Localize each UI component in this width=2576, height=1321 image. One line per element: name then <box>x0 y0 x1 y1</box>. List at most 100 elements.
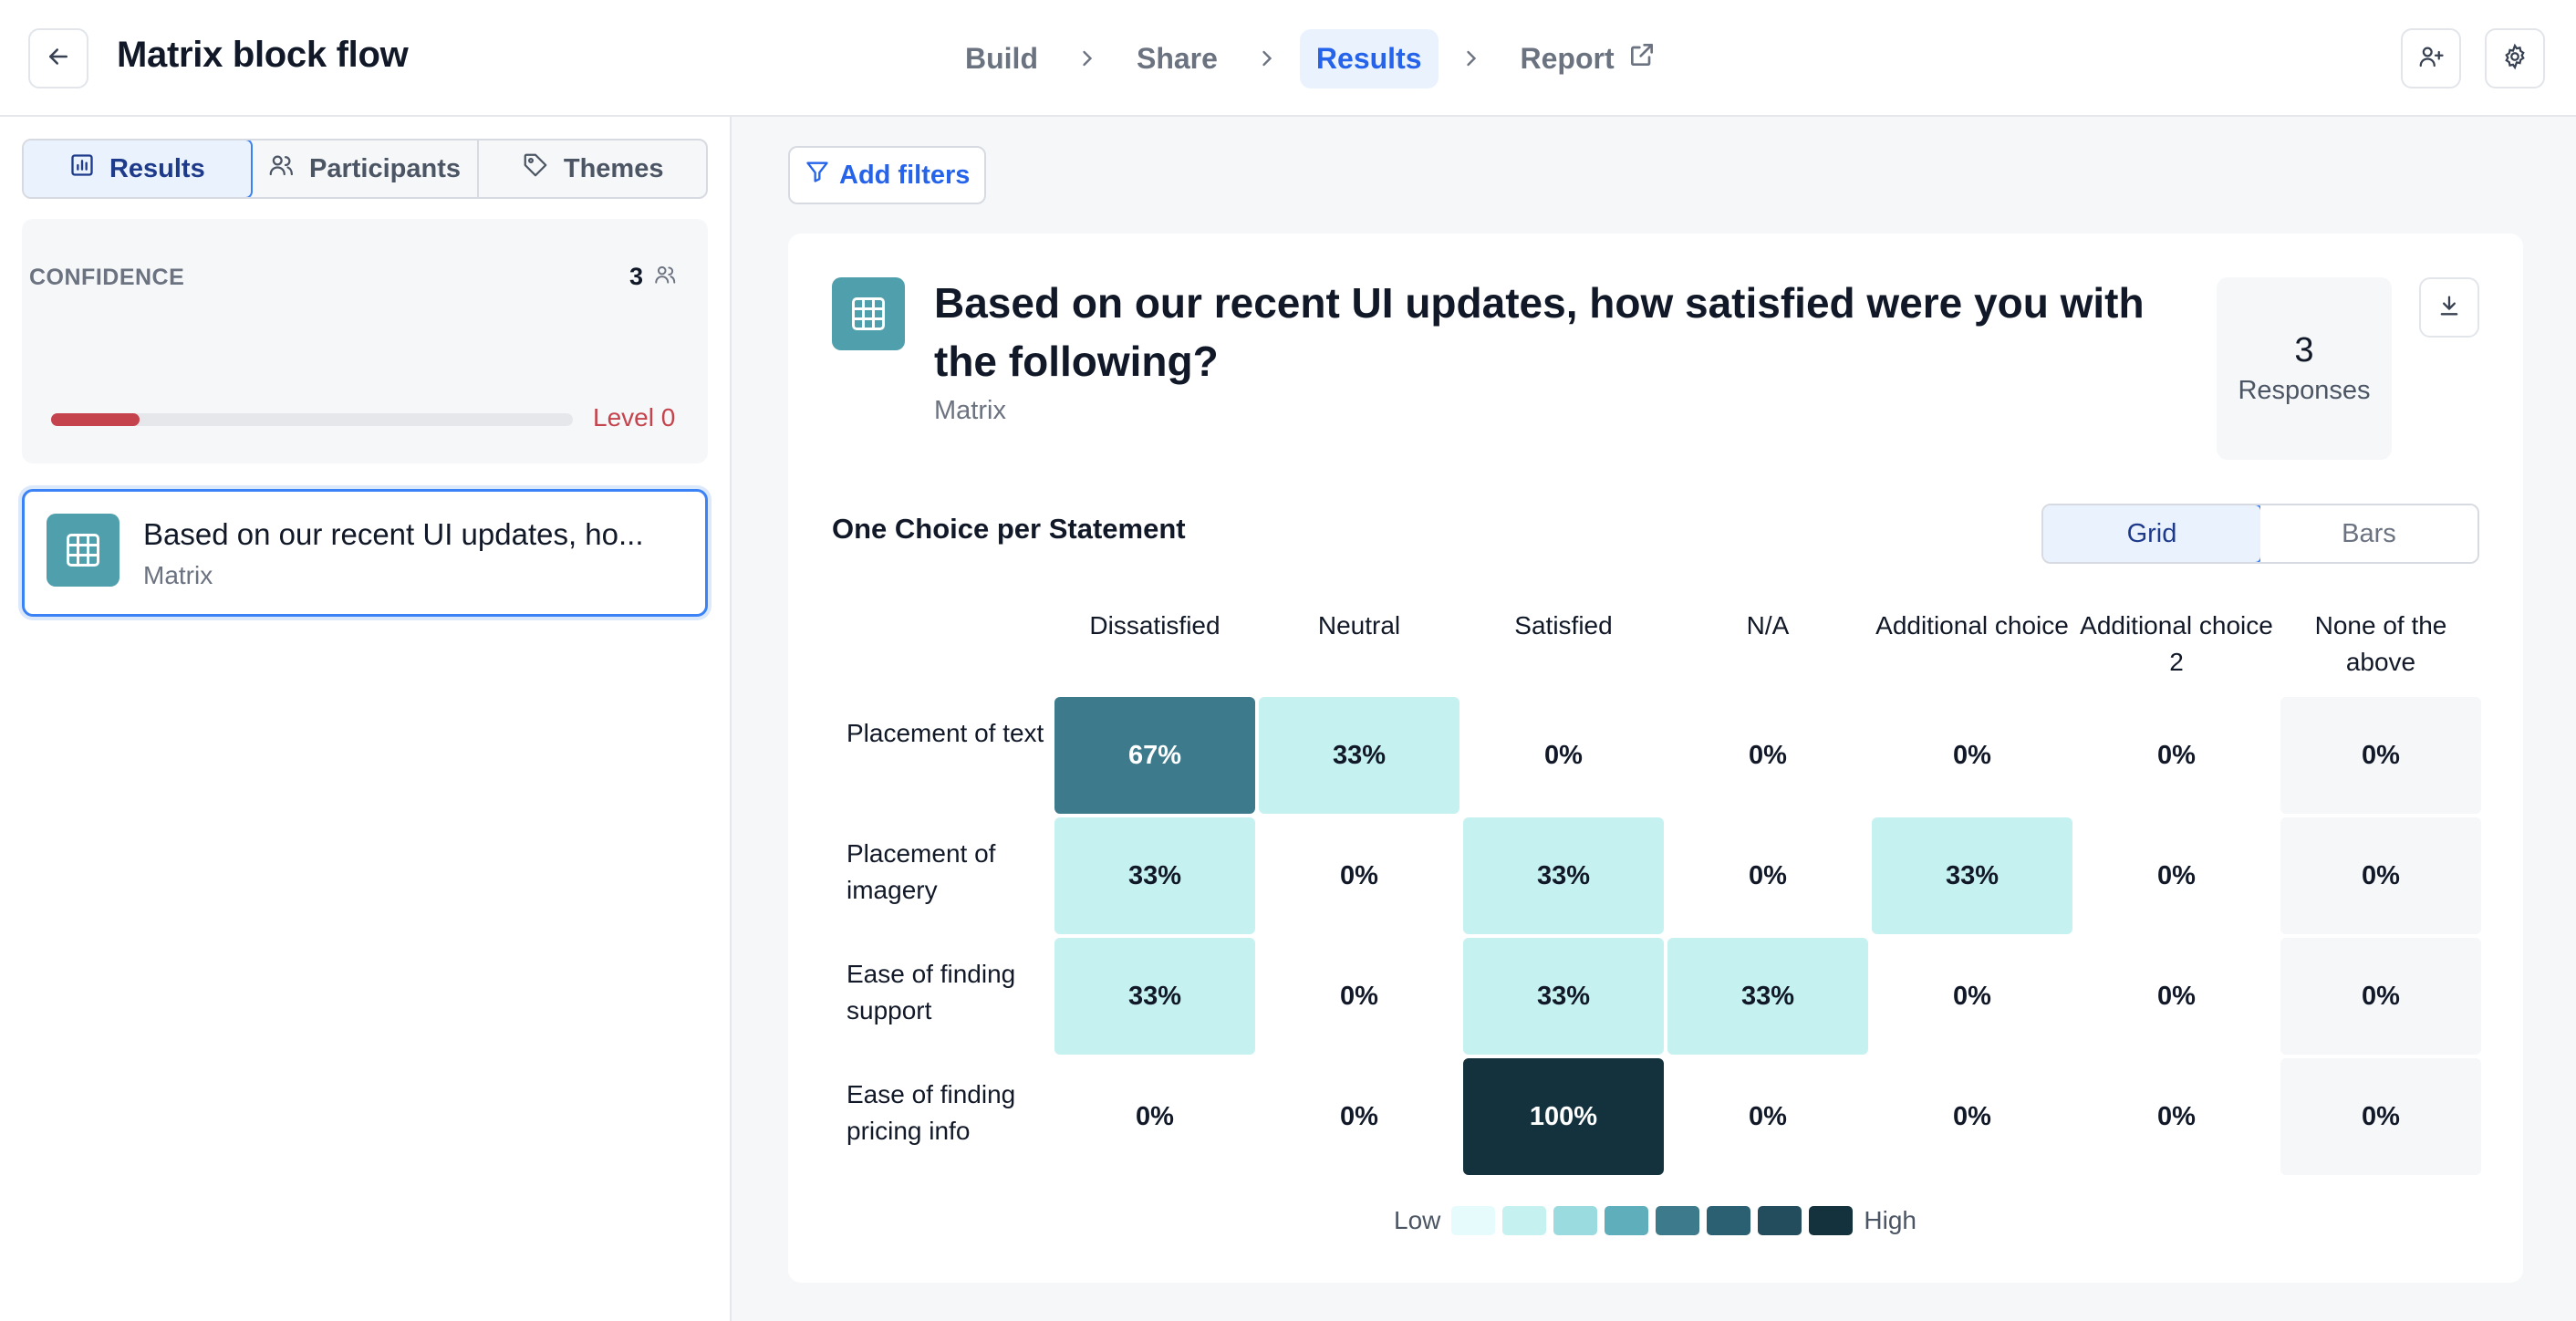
legend-swatch <box>1502 1206 1547 1235</box>
matrix-row-header: Placement of imagery <box>847 839 996 904</box>
question-list-item[interactable]: Based on our recent UI updates, ho... Ma… <box>22 489 708 617</box>
bar-chart-icon <box>69 152 95 185</box>
tab-results-label: Results <box>109 153 205 183</box>
matrix-cell: 0% <box>2280 938 2481 1055</box>
chevron-right-icon <box>1455 42 1488 75</box>
matrix-cell: 0% <box>1953 740 1991 770</box>
legend-low-label: Low <box>1394 1206 1441 1234</box>
matrix-cell: 0% <box>1749 860 1787 890</box>
grid-icon <box>832 277 905 350</box>
flow-stepper: Build Share Results Report <box>949 27 1673 89</box>
tag-icon <box>522 151 549 186</box>
matrix-cell: 0% <box>2280 1058 2481 1175</box>
legend-high-label: High <box>1864 1206 1916 1234</box>
matrix-cell: 0% <box>2157 1101 2196 1131</box>
user-plus-icon <box>2417 43 2445 75</box>
matrix-subtitle: One Choice per Statement <box>832 513 1186 545</box>
page-title: Matrix block flow <box>117 35 409 75</box>
confidence-count: 3 <box>629 263 644 290</box>
matrix-cell: 0% <box>1340 981 1378 1011</box>
people-icon <box>267 151 295 186</box>
tab-themes-label: Themes <box>563 153 664 183</box>
matrix-row-header: Ease of finding support <box>847 960 1016 1025</box>
top-bar: Matrix block flow Build Share Results Re… <box>0 0 2576 117</box>
matrix-cell: 0% <box>2157 981 2196 1011</box>
step-build[interactable]: Build <box>949 29 1054 88</box>
matrix-row-header: Placement of text <box>847 719 1044 747</box>
legend-swatch <box>1553 1206 1598 1235</box>
sidebar: Results Participants Themes CONFIDENCE 3… <box>0 117 732 1321</box>
legend-swatch <box>1707 1206 1751 1235</box>
view-bars-button[interactable]: Bars <box>2260 505 2477 562</box>
matrix-column-header: N/A <box>1746 611 1790 640</box>
results-panel: Based on our recent UI updates, how sati… <box>788 234 2523 1283</box>
step-build-label: Build <box>965 41 1038 75</box>
matrix-cell: 33% <box>1463 817 1664 934</box>
question-title: Based on our recent UI updates, how sati… <box>934 279 2145 385</box>
add-filters-label: Add filters <box>839 160 971 190</box>
step-report-label: Report <box>1520 41 1615 75</box>
view-grid-button[interactable]: Grid <box>2043 505 2262 562</box>
invite-user-button[interactable] <box>2401 28 2461 88</box>
matrix-cell: 33% <box>1259 697 1459 814</box>
heatmap-legend: Low High <box>1394 1204 1916 1237</box>
matrix-column-header: None of the above <box>2314 611 2447 676</box>
matrix-cell: 0% <box>1340 1101 1378 1131</box>
tab-participants-label: Participants <box>309 153 461 183</box>
matrix-cell: 0% <box>1544 740 1583 770</box>
matrix-column-header: Dissatisfied <box>1089 611 1220 640</box>
matrix-cell: 0% <box>1136 1101 1174 1131</box>
external-link-icon <box>1627 40 1657 77</box>
tab-results[interactable]: Results <box>24 140 253 197</box>
question-list-item-type: Matrix <box>143 561 213 589</box>
view-toggle: Grid Bars <box>2041 504 2479 564</box>
step-results-label: Results <box>1315 41 1422 75</box>
responses-label: Responses <box>2238 376 2371 405</box>
gear-icon <box>2501 43 2529 75</box>
matrix-cell: 0% <box>2157 740 2196 770</box>
matrix-cell: 33% <box>1054 817 1255 934</box>
people-icon <box>653 263 677 291</box>
confidence-label: CONFIDENCE <box>29 265 185 290</box>
legend-swatch <box>1758 1206 1802 1235</box>
confidence-progress-fill <box>51 413 140 426</box>
question-type: Matrix <box>934 396 1006 425</box>
matrix-column-header: Satisfied <box>1514 611 1613 640</box>
add-filters-button[interactable]: Add filters <box>788 146 987 204</box>
legend-swatch <box>1809 1206 1854 1235</box>
matrix-cell: 0% <box>2280 697 2481 814</box>
matrix-cell: 0% <box>1749 740 1787 770</box>
matrix-cell: 0% <box>1953 1101 1991 1131</box>
question-list-item-title: Based on our recent UI updates, ho... <box>143 517 644 551</box>
responses-counter: 3 Responses <box>2217 277 2392 460</box>
matrix-column-header: Additional choice <box>1875 611 2069 640</box>
arrow-left-icon <box>45 43 72 75</box>
matrix-column-header: Neutral <box>1317 611 1401 640</box>
matrix-cell: 33% <box>1054 938 1255 1055</box>
responses-count: 3 <box>2294 331 2314 369</box>
tab-participants[interactable]: Participants <box>251 140 480 197</box>
matrix-cell: 33% <box>1872 817 2072 934</box>
back-button[interactable] <box>28 28 88 88</box>
matrix-cell: 33% <box>1463 938 1664 1055</box>
legend-swatch <box>1451 1206 1496 1235</box>
step-share[interactable]: Share <box>1120 29 1234 88</box>
step-share-label: Share <box>1136 41 1218 75</box>
step-report[interactable]: Report <box>1504 27 1673 89</box>
matrix-cell: 0% <box>2157 860 2196 890</box>
step-results[interactable]: Results <box>1299 28 1439 88</box>
matrix-cell: 100% <box>1463 1058 1664 1175</box>
matrix-column-header: Additional choice 2 <box>2080 611 2273 676</box>
chevron-right-icon <box>1071 42 1104 75</box>
filter-icon <box>805 159 830 192</box>
legend-swatches <box>1451 1206 1854 1235</box>
confidence-progress-bar <box>51 413 573 426</box>
chevron-right-icon <box>1251 42 1283 75</box>
tab-themes[interactable]: Themes <box>479 140 706 197</box>
matrix-row-header: Ease of finding pricing info <box>847 1080 1016 1145</box>
matrix-cell: 0% <box>2280 817 2481 934</box>
legend-swatch <box>1656 1206 1700 1235</box>
download-button[interactable] <box>2419 277 2479 338</box>
legend-swatch <box>1605 1206 1649 1235</box>
settings-button[interactable] <box>2485 28 2545 88</box>
